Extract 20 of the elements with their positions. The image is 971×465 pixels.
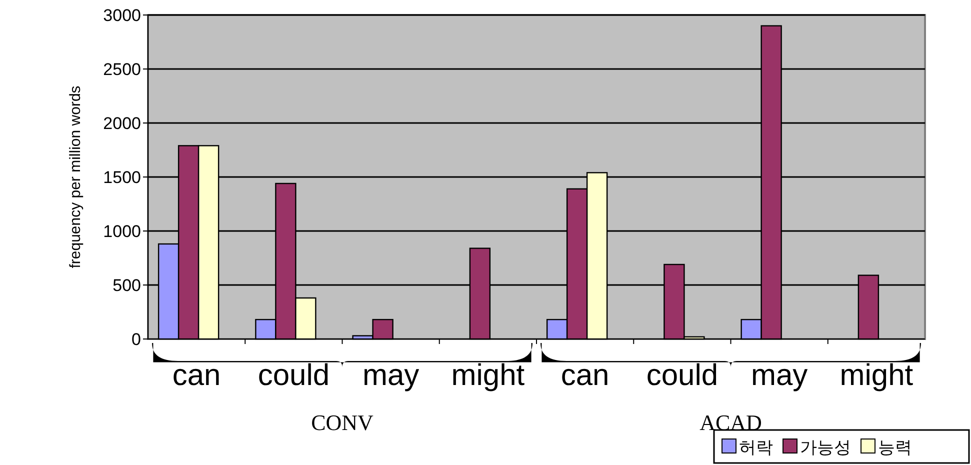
legend-label: 허락 (739, 438, 773, 458)
legend-label: 가능성 (800, 438, 851, 458)
x-tick-label: can (172, 359, 221, 392)
x-tick-label: could (646, 359, 718, 392)
legend-label: 능력 (878, 438, 912, 458)
y-tick-label: 1000 (103, 222, 141, 241)
text: CONV (311, 410, 374, 435)
x-tick-label: might (840, 359, 914, 392)
y-tick-label: 2000 (103, 114, 141, 133)
y-tick-label: 0 (132, 330, 141, 349)
y-axis-title: frequency per million words (67, 86, 84, 268)
y-tick-label: 1500 (103, 168, 141, 187)
x-tick-label: could (258, 359, 330, 392)
x-tick-label: may (362, 359, 420, 392)
y-tick-label: 500 (112, 276, 141, 295)
x-tick-label: might (451, 359, 526, 392)
x-tick-label: can (560, 359, 610, 392)
y-tick-label: 2500 (103, 60, 141, 79)
x-tick-label: may (750, 359, 808, 392)
y-tick-label: 3000 (103, 6, 141, 25)
